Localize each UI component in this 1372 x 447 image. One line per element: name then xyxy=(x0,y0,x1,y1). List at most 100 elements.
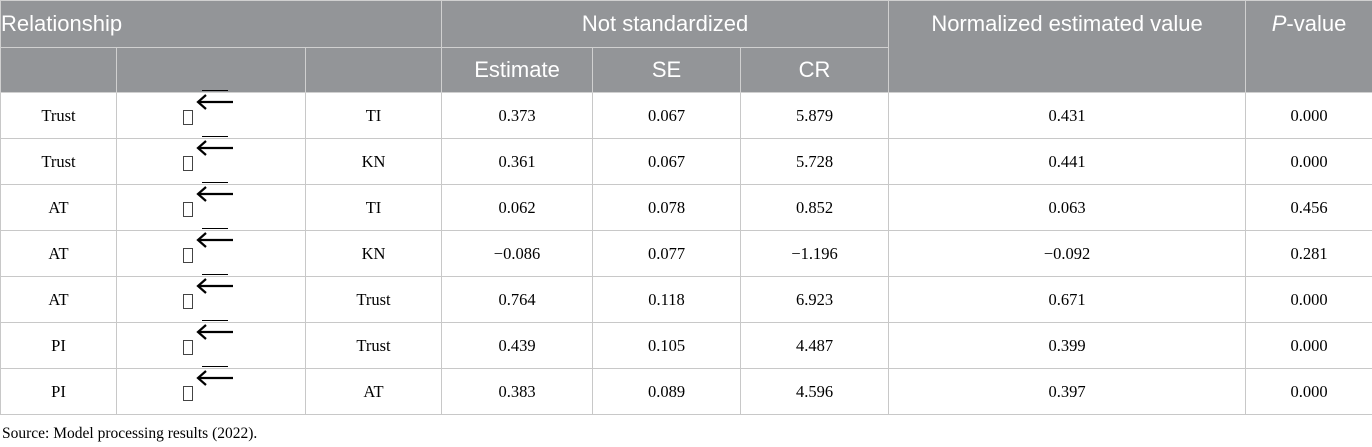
from-cell: PI xyxy=(0,368,117,415)
from-cell: Trust xyxy=(0,92,117,139)
left-arrow-icon xyxy=(196,278,233,294)
from-cell: PI xyxy=(0,322,117,369)
missing-glyph-box-icon xyxy=(183,110,193,125)
p-value-header: P-value xyxy=(1245,0,1372,93)
arrow-rule xyxy=(202,320,228,321)
relation-arrow xyxy=(181,90,241,126)
from-cell: AT xyxy=(0,184,117,231)
estimate-header: Estimate xyxy=(441,47,594,93)
arrow-cell xyxy=(116,320,306,369)
estimate-cell: 0.361 xyxy=(441,138,594,185)
cr-cell: −1.196 xyxy=(740,230,890,277)
p-suffix: -value xyxy=(1286,11,1347,36)
not-standardized-header: Not standardized xyxy=(441,0,890,48)
header-row-1: Relationship Not standardized Normalized… xyxy=(0,0,1372,93)
normalized-header: Normalized estimated value xyxy=(888,0,1247,93)
table-row: PI AT 0.383 0.089 4.596 0.397 0.000 xyxy=(0,366,1372,415)
left-arrow-icon xyxy=(196,324,233,340)
table-row: Trust TI 0.373 0.067 5.879 0.431 0.000 xyxy=(0,90,1372,139)
arrow-cell xyxy=(116,136,306,185)
to-cell: TI xyxy=(304,184,443,231)
normalized-cell: 0.431 xyxy=(888,92,1247,139)
blank-header-2 xyxy=(116,47,306,93)
table-row: AT Trust 0.764 0.118 6.923 0.671 0.000 xyxy=(0,274,1372,323)
missing-glyph-box-icon xyxy=(183,202,193,217)
missing-glyph-box-icon xyxy=(183,248,193,263)
cr-cell: 0.852 xyxy=(740,184,890,231)
normalized-cell: 0.063 xyxy=(888,184,1247,231)
arrow-cell xyxy=(116,182,306,231)
results-table: Relationship Not standardized Normalized… xyxy=(0,0,1372,415)
normalized-cell: 0.397 xyxy=(888,368,1247,415)
cr-cell: 6.923 xyxy=(740,276,890,323)
se-cell: 0.067 xyxy=(592,92,742,139)
to-cell: TI xyxy=(304,92,443,139)
table-body: Trust TI 0.373 0.067 5.879 0.431 0.000 Trust KN 0… xyxy=(0,90,1372,415)
left-arrow-icon xyxy=(196,232,233,248)
arrow-cell xyxy=(116,90,306,139)
estimate-cell: −0.086 xyxy=(441,230,594,277)
cr-header: CR xyxy=(740,47,890,93)
normalized-cell: −0.092 xyxy=(888,230,1247,277)
to-cell: Trust xyxy=(304,322,443,369)
blank-header-3 xyxy=(304,47,443,93)
arrow-rule xyxy=(202,136,228,137)
to-cell: KN xyxy=(304,138,443,185)
missing-glyph-box-icon xyxy=(183,156,193,171)
se-cell: 0.067 xyxy=(592,138,742,185)
left-arrow-icon xyxy=(196,370,233,386)
p-value-cell: 0.000 xyxy=(1245,138,1372,185)
left-arrow-icon xyxy=(196,186,233,202)
blank-header-1 xyxy=(0,47,117,93)
normalized-cell: 0.399 xyxy=(888,322,1247,369)
p-value-cell: 0.000 xyxy=(1245,368,1372,415)
se-cell: 0.105 xyxy=(592,322,742,369)
cr-cell: 4.596 xyxy=(740,368,890,415)
arrow-rule xyxy=(202,274,228,275)
estimate-cell: 0.062 xyxy=(441,184,594,231)
p-value-cell: 0.000 xyxy=(1245,276,1372,323)
table-row: AT TI 0.062 0.078 0.852 0.063 0.456 xyxy=(0,182,1372,231)
relation-arrow xyxy=(181,320,241,356)
p-value-cell: 0.456 xyxy=(1245,184,1372,231)
normalized-cell: 0.441 xyxy=(888,138,1247,185)
to-cell: AT xyxy=(304,368,443,415)
p-letter: P xyxy=(1271,11,1287,36)
to-cell: KN xyxy=(304,230,443,277)
se-header: SE xyxy=(592,47,742,93)
arrow-cell xyxy=(116,228,306,277)
cr-cell: 4.487 xyxy=(740,322,890,369)
se-cell: 0.077 xyxy=(592,230,742,277)
p-value-cell: 0.000 xyxy=(1245,92,1372,139)
relation-arrow xyxy=(181,274,241,310)
arrow-rule xyxy=(202,228,228,229)
table-row: AT KN −0.086 0.077 −1.196 −0.092 0.281 xyxy=(0,228,1372,277)
relationship-header: Relationship xyxy=(0,0,443,48)
header-row-2: Estimate SE CR xyxy=(0,47,1372,93)
to-cell: Trust xyxy=(304,276,443,323)
source-note: Source: Model processing results (2022). xyxy=(2,425,258,442)
missing-glyph-box-icon xyxy=(183,386,193,401)
arrow-rule xyxy=(202,90,228,91)
arrow-cell xyxy=(116,366,306,415)
p-value-cell: 0.281 xyxy=(1245,230,1372,277)
from-cell: AT xyxy=(0,276,117,323)
table-row: PI Trust 0.439 0.105 4.487 0.399 0.000 xyxy=(0,320,1372,369)
normalized-cell: 0.671 xyxy=(888,276,1247,323)
se-cell: 0.118 xyxy=(592,276,742,323)
relation-arrow xyxy=(181,182,241,218)
arrow-rule xyxy=(202,366,228,367)
left-arrow-icon xyxy=(196,140,233,156)
estimate-cell: 0.764 xyxy=(441,276,594,323)
cr-cell: 5.728 xyxy=(740,138,890,185)
from-cell: AT xyxy=(0,230,117,277)
p-value-cell: 0.000 xyxy=(1245,322,1372,369)
arrow-cell xyxy=(116,274,306,323)
table-row: Trust KN 0.361 0.067 5.728 0.441 0.000 xyxy=(0,136,1372,185)
estimate-cell: 0.373 xyxy=(441,92,594,139)
arrow-rule xyxy=(202,182,228,183)
cr-cell: 5.879 xyxy=(740,92,890,139)
relation-arrow xyxy=(181,136,241,172)
estimate-cell: 0.383 xyxy=(441,368,594,415)
from-cell: Trust xyxy=(0,138,117,185)
